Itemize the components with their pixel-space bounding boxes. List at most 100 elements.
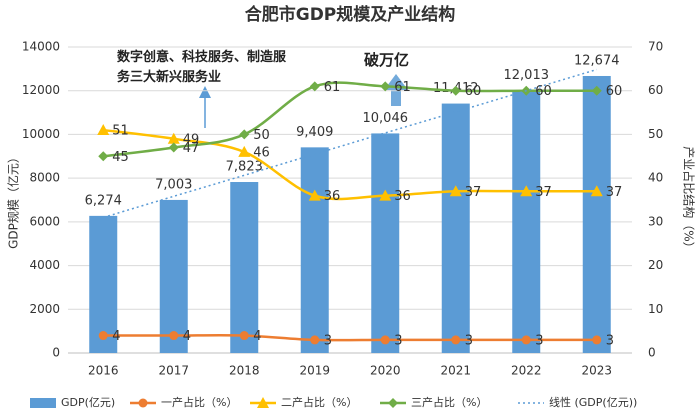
point	[591, 85, 602, 96]
data-label: 4	[183, 329, 191, 344]
data-label: 7,823	[226, 160, 263, 175]
data-label: 3	[465, 333, 473, 348]
y2-tick-label: 0	[648, 346, 656, 360]
bar	[230, 182, 259, 353]
point	[521, 335, 531, 345]
point	[97, 124, 110, 136]
data-label: 37	[606, 185, 623, 200]
data-label: 60	[606, 84, 623, 99]
point	[98, 151, 109, 162]
bar	[89, 215, 118, 353]
data-label: 4	[253, 329, 261, 344]
legend-label: 二产占比（%）	[281, 395, 357, 409]
y2-tick-label: 70	[648, 40, 663, 54]
x-tick-label: 2022	[511, 364, 542, 378]
x-tick-label: 2017	[158, 364, 189, 378]
y2-tick-label: 10	[648, 302, 663, 316]
y-tick-label: 12000	[22, 83, 60, 97]
y-tick-label: 2000	[29, 302, 60, 316]
point	[449, 185, 462, 197]
point	[520, 185, 533, 197]
legend-label: GDP(亿元)	[61, 396, 115, 409]
bar	[159, 199, 188, 353]
point	[590, 185, 603, 197]
data-label: 61	[324, 80, 341, 95]
y2-axis-label: 产业占比结构（%）	[682, 146, 697, 253]
line	[103, 333, 597, 342]
data-label: 3	[535, 333, 543, 348]
y-tick-label: 8000	[29, 171, 60, 185]
data-label: 50	[253, 128, 270, 143]
y-tick-label: 6000	[29, 214, 60, 228]
data-label: 49	[183, 132, 200, 147]
y2-tick-label: 20	[648, 258, 663, 272]
x-tick-label: 2019	[299, 364, 330, 378]
y-tick-label: 10000	[22, 127, 60, 141]
data-label: 60	[465, 84, 482, 99]
x-tick-label: 2021	[440, 364, 471, 378]
data-label: 4	[112, 329, 120, 344]
point	[169, 331, 179, 341]
data-label: 61	[394, 80, 411, 95]
x-tick-label: 2023	[581, 364, 612, 378]
point	[380, 335, 390, 345]
point	[379, 189, 392, 201]
data-label: 6,274	[85, 193, 122, 208]
annotation: 破万亿	[364, 51, 410, 69]
data-label: 7,003	[155, 177, 192, 192]
point	[239, 129, 250, 140]
y2-tick-label: 50	[648, 127, 663, 141]
bar	[371, 133, 400, 353]
y-axis-label: GDP规模（亿元）	[6, 151, 21, 249]
point	[167, 132, 180, 144]
bar	[441, 103, 470, 353]
y-tick-label: 0	[52, 346, 60, 360]
data-label: 9,409	[296, 125, 333, 140]
bar	[582, 75, 611, 353]
annotation-arrows	[199, 74, 408, 128]
data-label: 36	[324, 189, 341, 204]
bar	[300, 147, 329, 353]
point	[98, 331, 108, 341]
point	[451, 335, 461, 345]
data-label: 12,674	[574, 53, 620, 68]
data-label: 10,046	[363, 111, 409, 126]
data-label: 3	[394, 333, 402, 348]
data-label: 37	[535, 185, 552, 200]
legend-label: 一产占比（%）	[161, 395, 237, 409]
data-label: 3	[606, 333, 614, 348]
annotation: 数字创意、科技服务、制造服务三大新兴服务业	[117, 50, 287, 85]
legend-swatch	[30, 398, 56, 408]
legend-marker	[388, 398, 398, 408]
point	[592, 335, 602, 345]
point	[238, 145, 251, 157]
legend-marker	[138, 398, 148, 408]
x-tick-label: 2020	[370, 364, 401, 378]
data-label: 45	[112, 150, 129, 165]
data-label: 51	[112, 124, 129, 139]
point	[168, 142, 179, 153]
data-label: 3	[324, 333, 332, 348]
y-tick-label: 4000	[29, 258, 60, 272]
data-label: 47	[183, 141, 200, 156]
point	[380, 81, 391, 92]
data-label: 46	[253, 145, 270, 160]
point	[450, 85, 461, 96]
legend-label: 线性 (GDP(亿元))	[549, 395, 637, 409]
line	[103, 128, 597, 201]
data-label: 12,013	[504, 68, 550, 83]
y2-tick-label: 30	[648, 214, 663, 228]
point	[309, 81, 320, 92]
point	[308, 189, 321, 201]
data-label: 37	[465, 185, 482, 200]
legend-label: 三产占比（%）	[411, 395, 487, 409]
y-tick-label: 14000	[22, 40, 60, 54]
y2-tick-label: 60	[648, 83, 663, 97]
point	[239, 331, 249, 341]
line	[103, 81, 597, 158]
legend-marker	[257, 397, 269, 408]
data-label: 60	[535, 84, 552, 99]
y2-tick-label: 40	[648, 171, 663, 185]
